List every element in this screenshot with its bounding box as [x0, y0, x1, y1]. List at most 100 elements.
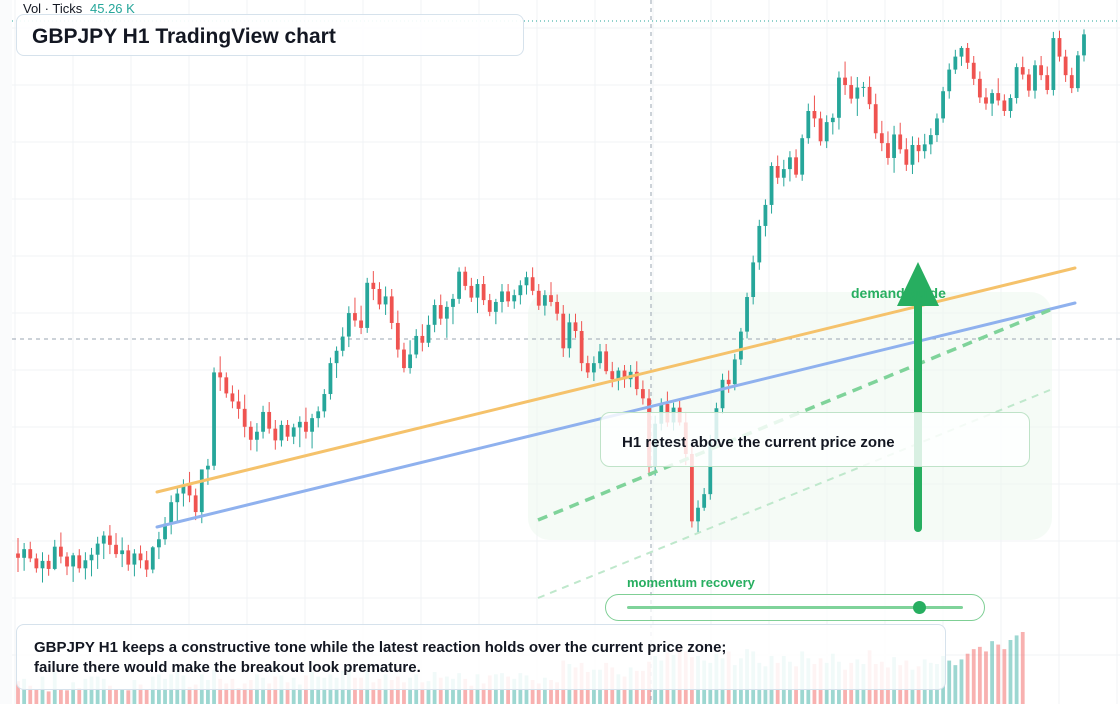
candle-body	[432, 305, 437, 325]
candle-body	[739, 331, 743, 360]
candle-body	[616, 370, 621, 380]
volume-bar	[426, 681, 431, 704]
candle-body	[959, 47, 964, 57]
candle-body	[567, 322, 572, 349]
candle-body	[481, 284, 486, 301]
candle-body	[708, 441, 713, 495]
candle-body	[640, 389, 645, 399]
candle-body	[138, 553, 143, 561]
candle-body	[1082, 34, 1086, 56]
candle-body	[892, 134, 896, 158]
volume-bar	[77, 688, 82, 704]
volume-bar	[267, 683, 272, 704]
candle-body	[757, 225, 762, 263]
candle-body	[365, 282, 370, 328]
candle-body	[451, 298, 455, 307]
volume-bar	[65, 690, 69, 704]
candle-body	[438, 305, 443, 319]
volume-bar	[322, 677, 327, 704]
candle-body	[928, 135, 933, 145]
candle-body	[353, 313, 357, 321]
candle-body	[806, 110, 811, 139]
volume-bar	[1014, 635, 1019, 704]
candle-body	[690, 453, 694, 522]
candle-body	[549, 295, 553, 302]
candle-body	[1063, 56, 1068, 76]
up-arrow-head	[897, 262, 939, 306]
candle-body	[316, 411, 321, 419]
candle-body	[16, 553, 20, 558]
candle-body	[144, 560, 149, 570]
volume-bar	[990, 641, 995, 704]
volume-bar	[163, 678, 167, 704]
candle-body	[457, 271, 462, 299]
candle-body	[322, 394, 327, 412]
candle-body	[1057, 38, 1062, 57]
candle-body	[610, 371, 615, 380]
candle-body	[530, 277, 535, 291]
volume-bar	[959, 659, 964, 704]
candle-body	[990, 93, 995, 104]
candle-body	[383, 296, 388, 305]
candle-body	[89, 554, 94, 561]
candle-body	[904, 149, 909, 165]
volume-bar	[114, 689, 118, 704]
volume-bar	[996, 644, 1001, 704]
candle-body	[346, 313, 351, 337]
volume-bar	[16, 681, 20, 704]
candle-body	[420, 335, 425, 343]
volume-bar	[316, 676, 321, 704]
candle-body	[169, 502, 174, 524]
candle-body	[114, 544, 118, 555]
candle-body	[830, 117, 835, 123]
candle-body	[444, 306, 449, 319]
volume-label: Vol · Ticks	[23, 1, 83, 16]
left-scale-strip	[0, 0, 12, 704]
momentum-gauge-bar	[627, 606, 963, 609]
candle-body	[395, 322, 400, 350]
candle-body	[181, 485, 186, 494]
candle-body	[977, 78, 982, 98]
volume-bar	[242, 683, 247, 704]
candle-body	[95, 543, 100, 555]
volume-bar	[297, 684, 302, 704]
candle-body	[1045, 75, 1050, 90]
retest-callout: H1 retest above the current price zone	[600, 412, 1030, 467]
candle-body	[163, 523, 167, 540]
volume-bar	[359, 677, 363, 704]
candle-body	[377, 288, 382, 305]
candle-body	[598, 351, 602, 364]
volume-bar	[451, 678, 455, 704]
volume-bar	[28, 685, 33, 704]
candle-body	[849, 85, 854, 99]
volume-bar	[107, 685, 112, 704]
volume-bar	[438, 677, 443, 704]
candle-body	[34, 558, 39, 569]
volume-bar	[261, 677, 265, 704]
candle-body	[506, 291, 511, 302]
candle-body	[469, 285, 474, 298]
candle-body	[218, 372, 223, 378]
candle-body	[230, 393, 235, 402]
candle-body	[359, 320, 363, 328]
candle-body	[52, 546, 57, 569]
candle-body	[1051, 38, 1056, 90]
candle-body	[371, 282, 376, 289]
candle-body	[512, 295, 517, 302]
momentum-recovery-gauge	[605, 594, 985, 621]
candle-body	[157, 539, 161, 548]
candle-body	[953, 56, 958, 70]
candle-body	[935, 118, 939, 136]
candle-body	[1069, 75, 1074, 89]
candle-body	[334, 350, 339, 364]
candle-body	[267, 411, 272, 429]
volume-bar	[230, 678, 235, 704]
candle-body	[561, 313, 566, 349]
candle-body	[941, 91, 945, 119]
candle-body	[824, 122, 829, 142]
candle-body	[22, 549, 27, 558]
candle-body	[150, 547, 155, 570]
candle-body	[1020, 67, 1025, 75]
volume-bar	[126, 690, 131, 704]
candle-body	[187, 485, 192, 496]
